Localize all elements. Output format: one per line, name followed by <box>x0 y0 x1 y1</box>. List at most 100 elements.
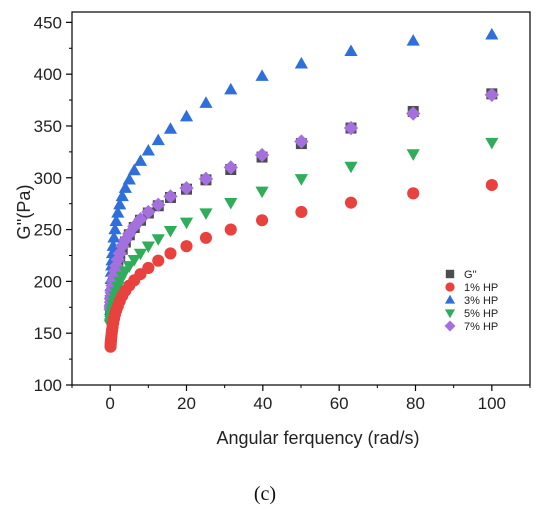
data-point <box>127 219 142 234</box>
data-point <box>294 56 308 69</box>
data-point <box>111 206 125 218</box>
y-axis-title: G''(Pa) <box>14 185 34 240</box>
data-point <box>485 27 499 40</box>
data-point <box>115 189 129 202</box>
data-point <box>294 134 309 149</box>
y-tick-label: 300 <box>34 169 62 188</box>
series-2 <box>103 27 499 316</box>
data-point <box>179 180 194 196</box>
data-point <box>109 214 123 226</box>
data-point <box>180 240 193 253</box>
data-point <box>484 87 499 103</box>
series-1 <box>104 178 498 353</box>
y-tick-label: 350 <box>34 117 62 136</box>
legend-marker <box>445 269 455 279</box>
data-point <box>151 197 166 212</box>
legend: G''1% HP3% HP5% HP7% HP <box>444 269 498 333</box>
legend-label: 7% HP <box>464 321 498 333</box>
y-tick-label: 250 <box>34 221 62 240</box>
data-point <box>198 171 214 186</box>
data-point <box>199 96 213 108</box>
x-axis-ticks: 0 20 40 60 80 100 <box>71 385 531 413</box>
data-point <box>294 174 308 186</box>
data-point <box>113 197 127 210</box>
y-tick-label: 100 <box>34 376 62 395</box>
x-tick-label: 20 <box>177 394 196 413</box>
data-point <box>485 178 498 192</box>
data-point <box>142 261 155 274</box>
data-point <box>254 147 270 163</box>
data-point <box>344 196 358 209</box>
figure-caption: (c) <box>254 483 276 505</box>
data-point <box>163 225 178 238</box>
y-tick-label: 150 <box>34 324 62 343</box>
data-point <box>127 163 141 176</box>
x-tick-label: 40 <box>253 394 272 413</box>
data-point <box>108 222 122 235</box>
data-point <box>255 69 269 81</box>
y-tick-label: 450 <box>34 13 62 32</box>
x-tick-label: 0 <box>105 394 114 413</box>
legend-marker <box>444 294 456 304</box>
data-point <box>344 161 358 174</box>
data-point <box>255 186 269 199</box>
legend-marker <box>444 320 456 332</box>
data-point <box>133 154 148 166</box>
data-point <box>344 44 358 57</box>
data-point <box>343 120 359 136</box>
data-point <box>199 231 213 244</box>
data-point <box>106 239 120 251</box>
x-tick-label: 60 <box>330 394 349 413</box>
data-point <box>109 258 124 273</box>
y-tick-label: 200 <box>34 272 62 291</box>
data-point <box>115 239 130 254</box>
data-point <box>122 261 136 273</box>
data-point <box>122 172 136 185</box>
legend-marker <box>444 309 456 319</box>
data-point <box>122 226 137 241</box>
data-point <box>406 149 420 161</box>
data-point <box>151 133 165 146</box>
data-point <box>406 34 420 46</box>
series-4 <box>103 87 499 317</box>
data-point <box>141 204 156 220</box>
data-point <box>118 232 133 248</box>
data-point <box>179 217 194 230</box>
data-point <box>163 122 178 134</box>
data-point <box>127 254 141 267</box>
data-point <box>224 197 238 210</box>
data-point <box>110 252 125 267</box>
data-point <box>224 223 237 236</box>
x-axis-title: Angular ferquency (rad/s) <box>216 428 419 448</box>
data-point <box>295 205 308 219</box>
data-point <box>133 212 148 227</box>
data-point <box>107 230 121 243</box>
data-point <box>141 241 155 254</box>
legend-label: G'' <box>464 269 477 281</box>
y-axis-ticks: 100 150 200 250 300 350 400 450 <box>34 13 72 395</box>
data-point <box>118 181 132 193</box>
data-point <box>179 109 194 122</box>
data-point <box>152 254 165 267</box>
data-point <box>407 187 420 200</box>
x-tick-label: 100 <box>478 394 506 413</box>
data-point <box>224 82 238 95</box>
data-point <box>164 247 177 260</box>
data-point <box>141 143 155 156</box>
data-point <box>485 137 499 150</box>
data-points <box>103 27 499 353</box>
data-point <box>163 189 178 204</box>
data-point <box>406 106 421 121</box>
legend-label: 3% HP <box>464 295 498 307</box>
series-3 <box>103 137 499 332</box>
series-0 <box>105 88 498 317</box>
data-point <box>151 234 165 246</box>
legend-label: 1% HP <box>464 282 498 294</box>
data-point <box>199 208 213 220</box>
x-tick-label: 80 <box>406 394 425 413</box>
data-point <box>256 214 269 227</box>
legend-marker <box>445 282 455 292</box>
data-point <box>223 160 238 175</box>
legend-label: 5% HP <box>464 308 498 320</box>
